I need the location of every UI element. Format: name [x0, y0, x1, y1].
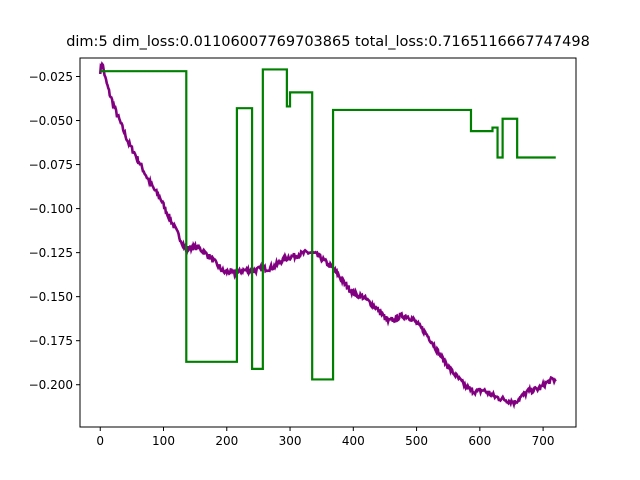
x-tick-label: 500 — [405, 434, 428, 448]
plot-area — [79, 57, 577, 428]
chart-title: dim:5 dim_loss:0.01106007769703865 total… — [66, 34, 590, 50]
series-line-2 — [100, 68, 556, 381]
plot-frame — [79, 57, 577, 428]
x-tick-label: 600 — [468, 434, 491, 448]
y-tick-label: −0.125 — [29, 246, 73, 260]
x-tick-label: 0 — [96, 434, 104, 448]
y-tick-label: −0.050 — [29, 114, 73, 128]
x-tick-label: 200 — [215, 434, 238, 448]
x-tick-label: 400 — [342, 434, 365, 448]
x-axis: 0 100 200 300 400 500 600 700 — [96, 427, 555, 448]
x-tick-label: 100 — [152, 434, 175, 448]
y-axis: −0.025 −0.050 −0.075 −0.100 −0.125 −0.150 −0.1… — [29, 70, 80, 392]
x-tick-label: 300 — [279, 434, 302, 448]
y-tick-label: −0.150 — [29, 290, 73, 304]
x-tick-label: 700 — [532, 434, 555, 448]
y-tick-label: −0.100 — [29, 202, 73, 216]
y-tick-label: −0.175 — [29, 334, 73, 348]
y-tick-label: −0.025 — [29, 70, 73, 84]
series-line-1 — [98, 61, 557, 410]
y-tick-label: −0.075 — [29, 158, 73, 172]
y-tick-label: −0.200 — [29, 378, 73, 392]
